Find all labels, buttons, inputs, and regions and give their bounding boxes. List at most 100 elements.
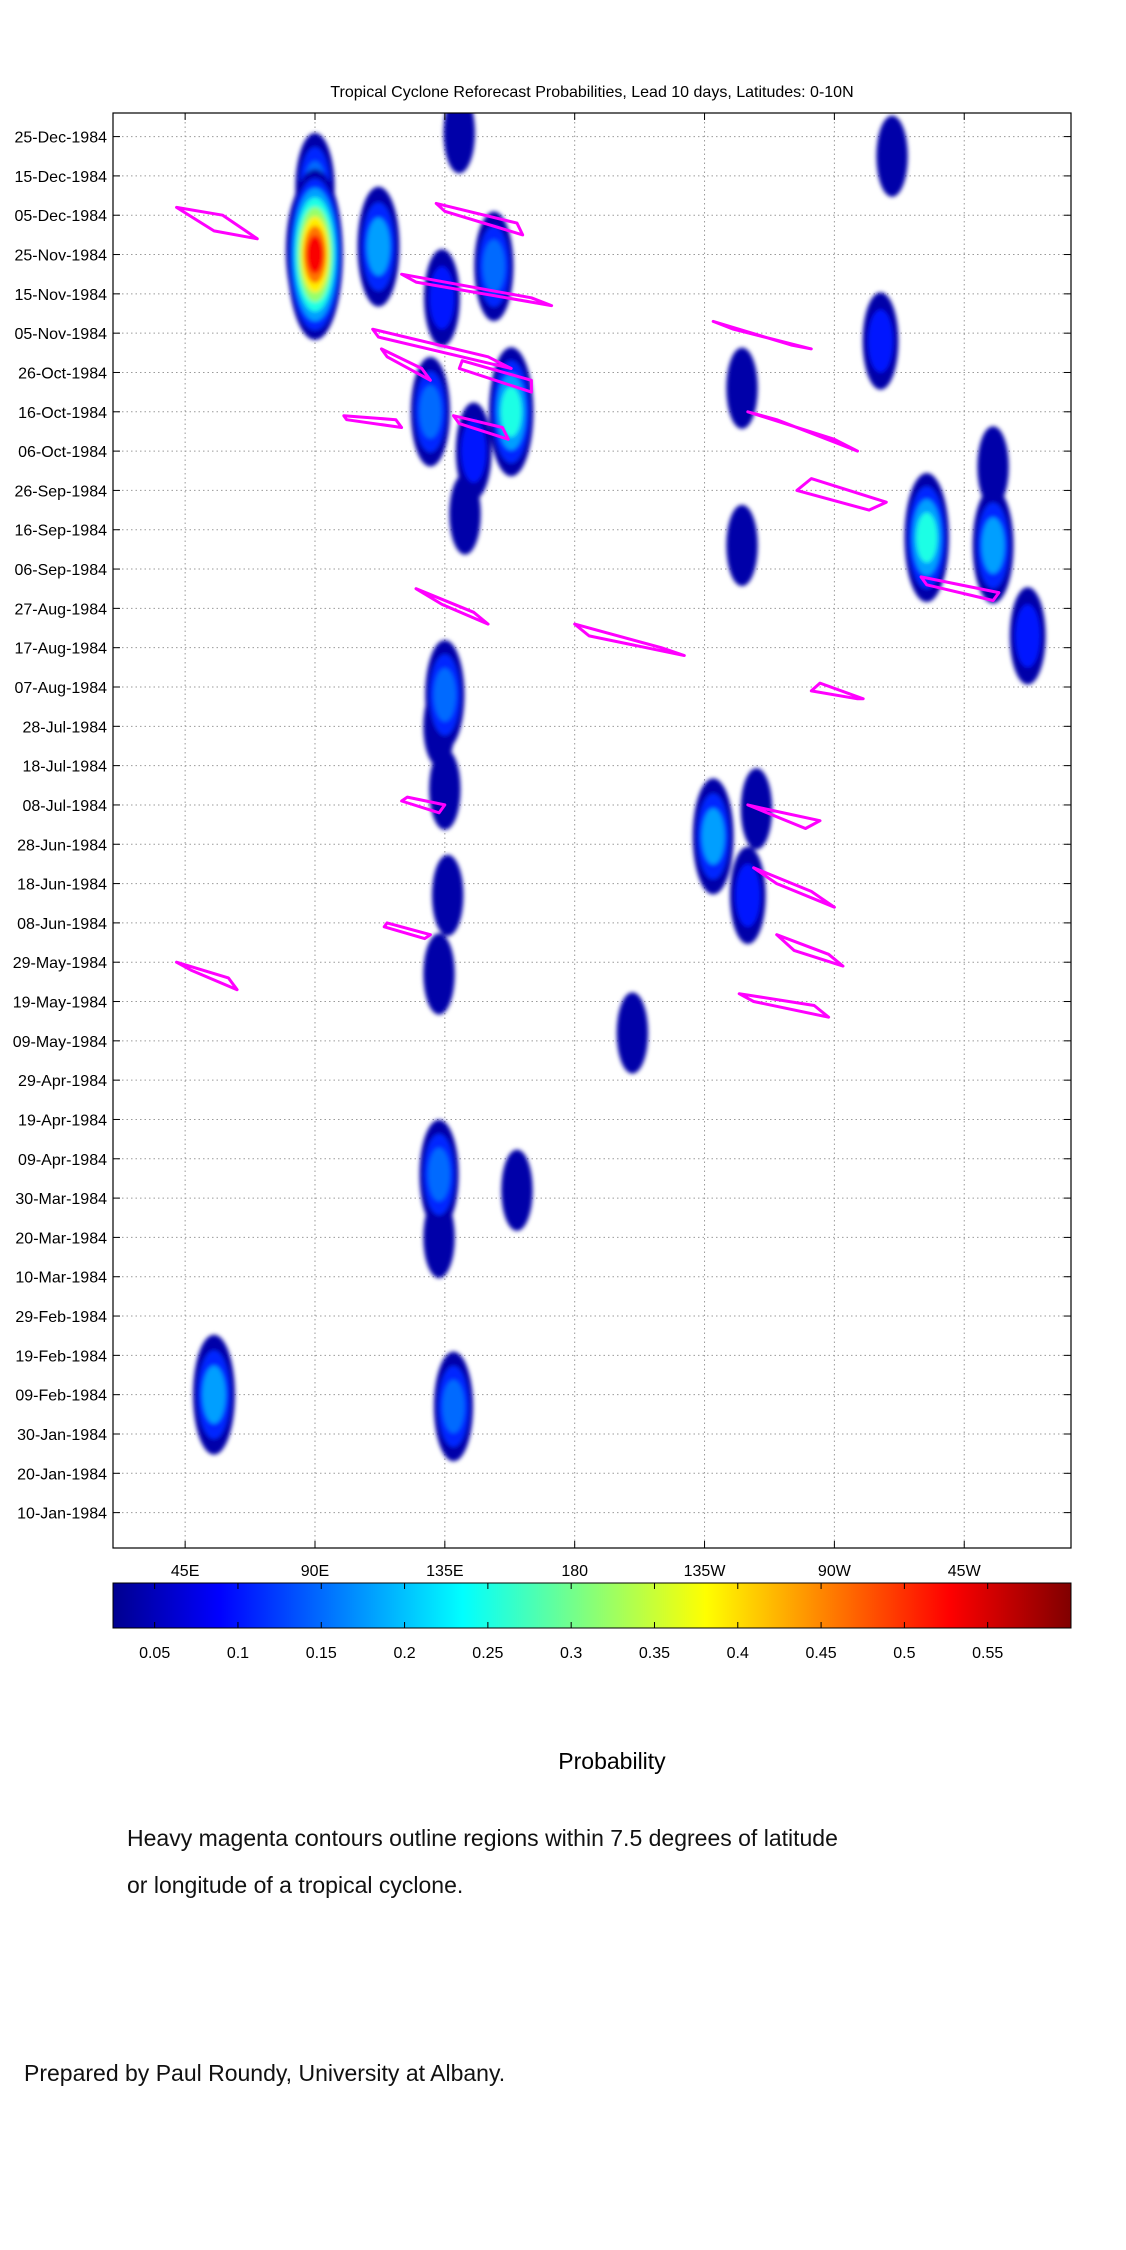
probability-region	[429, 748, 461, 830]
probability-level	[1015, 604, 1041, 668]
probability-level	[442, 1379, 465, 1434]
cyclone-contour	[795, 477, 888, 512]
y-tick-label: 06-Sep-1984	[14, 562, 107, 579]
probability-level	[501, 1149, 533, 1231]
probability-level	[981, 517, 1005, 574]
probability-level	[428, 1147, 450, 1202]
probability-level	[916, 512, 938, 563]
probability-region	[410, 356, 450, 467]
y-tick-label: 20-Mar-1984	[15, 1230, 107, 1247]
y-tick-label: 25-Dec-1984	[15, 130, 108, 147]
chart-title: Tropical Cyclone Reforecast Probabilitie…	[330, 84, 853, 101]
probability-regions	[193, 113, 1046, 1462]
probability-level	[423, 933, 455, 1015]
cyclone-contour	[737, 992, 831, 1019]
cyclone-contour	[400, 795, 447, 815]
y-tick-label: 15-Dec-1984	[15, 169, 108, 186]
y-tick-label: 19-May-1984	[13, 995, 107, 1012]
colorbar-tick-label: 0.55	[972, 1645, 1003, 1662]
y-tick-label: 18-Jun-1984	[17, 877, 107, 894]
x-tick-label: 180	[561, 1563, 588, 1580]
probability-region	[425, 640, 465, 750]
x-tick-label: 45W	[948, 1563, 982, 1580]
cyclone-contour	[919, 575, 1001, 602]
y-tick-label: 26-Oct-1984	[18, 365, 107, 382]
y-tick-label: 15-Nov-1984	[15, 287, 108, 304]
probability-level	[202, 1365, 226, 1424]
colorbar-tick-label: 0.1	[227, 1645, 249, 1662]
plot-frame	[112, 112, 1072, 1549]
cyclone-contour	[452, 414, 510, 441]
probability-region	[972, 487, 1014, 604]
y-tick-label: 10-Mar-1984	[15, 1270, 107, 1287]
probability-region	[726, 347, 758, 429]
y-tick-label: 09-Feb-1984	[15, 1388, 107, 1405]
probability-region	[726, 504, 758, 587]
probability-level	[482, 239, 505, 293]
y-tick-label: 05-Dec-1984	[15, 208, 108, 225]
probability-level	[876, 115, 908, 197]
x-axis-ticks: 45E 90E 135E 180 135W 90W 45W	[171, 113, 982, 1580]
probability-region	[419, 1119, 459, 1230]
y-axis-ticks: 25-Dec-1984 15-Dec-1984 05-Dec-1984 25-Nov-…	[13, 130, 1071, 1523]
probability-level	[419, 385, 442, 439]
probability-region	[357, 186, 400, 307]
y-tick-label: 25-Nov-1984	[15, 248, 108, 265]
probability-level	[735, 863, 761, 927]
cyclone-contour	[746, 803, 822, 830]
cyclone-contours	[175, 201, 1001, 1019]
probability-region	[862, 292, 899, 390]
x-tick-label: 135E	[426, 1563, 463, 1580]
probability-region	[287, 169, 343, 340]
y-tick-label: 19-Feb-1984	[15, 1348, 107, 1365]
cyclone-contour	[711, 319, 813, 351]
credit-line: Prepared by Paul Roundy, University at A…	[24, 2060, 506, 2086]
y-tick-label: 27-Aug-1984	[14, 601, 107, 618]
colorbar-tick-label: 0.15	[306, 1645, 337, 1662]
y-tick-label: 26-Sep-1984	[14, 483, 107, 500]
y-tick-label: 07-Aug-1984	[14, 680, 107, 697]
probability-level	[868, 309, 894, 373]
probability-level	[726, 347, 758, 429]
colorbar-tick-label: 0.25	[472, 1645, 503, 1662]
y-tick-label: 16-Oct-1984	[18, 405, 107, 422]
y-tick-label: 05-Nov-1984	[15, 326, 108, 343]
probability-level	[500, 386, 522, 437]
cyclone-contour	[434, 201, 525, 237]
cyclone-contour	[752, 866, 836, 909]
probability-level	[366, 217, 391, 276]
plot-area	[113, 113, 1071, 1548]
probability-region	[423, 933, 455, 1015]
probability-region	[876, 115, 908, 197]
cyclone-contour	[371, 327, 513, 370]
probability-level	[701, 808, 725, 865]
y-tick-label: 08-Jun-1984	[17, 916, 107, 933]
probability-region	[729, 846, 766, 945]
probability-level	[461, 419, 487, 483]
cyclone-contour	[414, 587, 490, 626]
x-tick-label: 90E	[301, 1563, 329, 1580]
cyclone-contour	[809, 681, 865, 701]
probability-level	[306, 235, 324, 274]
y-tick-label: 30-Jan-1984	[17, 1427, 107, 1444]
probability-region	[616, 992, 649, 1074]
probability-region	[424, 249, 460, 347]
x-tick-label: 45E	[171, 1563, 199, 1580]
probability-region	[474, 211, 514, 322]
y-tick-label: 09-Apr-1984	[18, 1152, 107, 1169]
cyclone-contour	[775, 933, 845, 968]
probability-level	[616, 992, 649, 1074]
y-tick-label: 29-Feb-1984	[15, 1309, 107, 1326]
cyclone-contour	[400, 272, 554, 308]
probability-level	[432, 854, 464, 937]
cyclone-contour	[382, 921, 432, 941]
probability-level	[726, 504, 758, 587]
colorbar-tick-label: 0.2	[393, 1645, 415, 1662]
figure-caption: Heavy magenta contours outline regions w…	[127, 1815, 1027, 1909]
caption-line-2: or longitude of a tropical cyclone.	[127, 1872, 464, 1898]
probability-region	[193, 1334, 235, 1455]
caption-line-1: Heavy magenta contours outline regions w…	[127, 1825, 838, 1851]
colorbar-tick-label: 0.3	[560, 1645, 582, 1662]
colorbar-tick-label: 0.05	[139, 1645, 170, 1662]
